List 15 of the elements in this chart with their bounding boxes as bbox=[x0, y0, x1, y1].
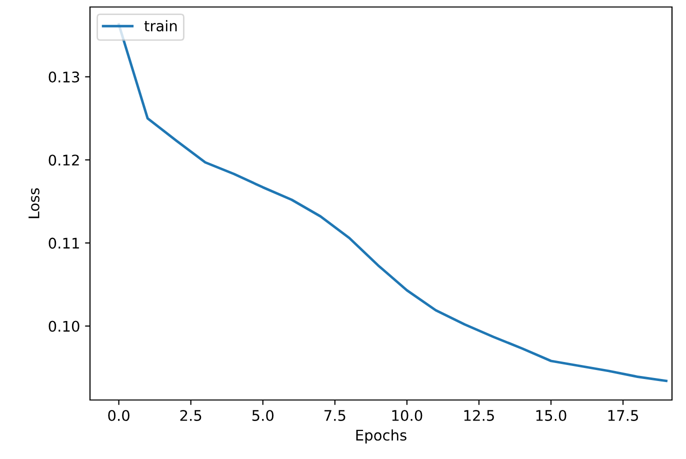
y-tick-label: 0.12 bbox=[48, 154, 79, 166]
y-axis-title: Loss bbox=[28, 188, 40, 218]
x-tick-label: 5.0 bbox=[252, 410, 274, 422]
x-tick-label: 17.5 bbox=[608, 410, 638, 422]
x-axis-title: Epochs bbox=[356, 429, 406, 444]
x-tick-label: 15.0 bbox=[536, 410, 566, 422]
y-tick-label: 0.10 bbox=[48, 320, 80, 332]
y-tick-label: 0.11 bbox=[48, 238, 79, 249]
x-tick-label: 12.5 bbox=[464, 410, 494, 422]
x-tick-label: 10.0 bbox=[392, 410, 422, 422]
legend-label: train bbox=[144, 20, 177, 32]
x-tick-label: 0.0 bbox=[108, 410, 130, 422]
x-tick-label: 7.5 bbox=[324, 410, 346, 422]
x-tick-label: 2.5 bbox=[180, 410, 202, 422]
y-tick-label: 0.13 bbox=[48, 72, 80, 83]
